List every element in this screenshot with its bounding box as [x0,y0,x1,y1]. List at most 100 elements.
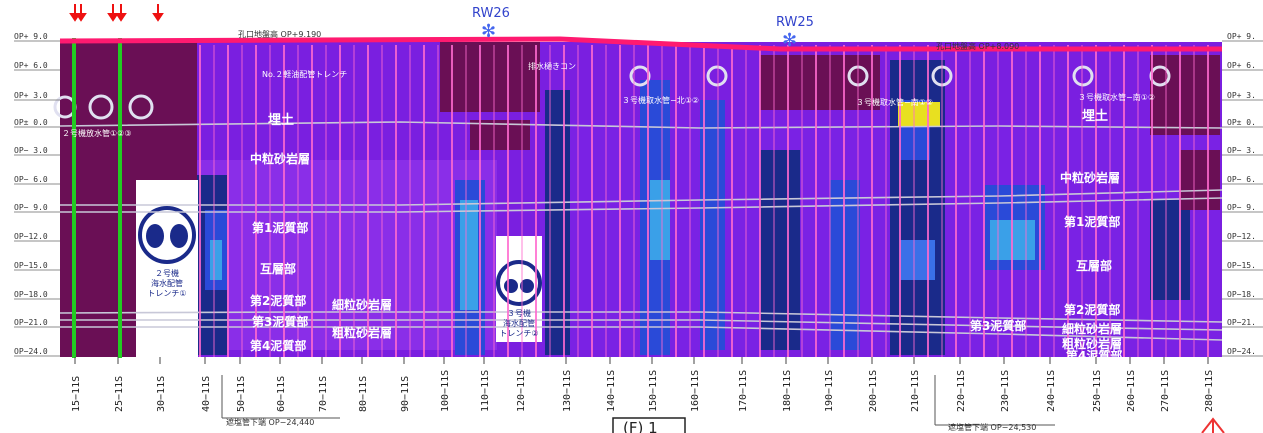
station-label: 110−11S [480,370,491,412]
elevation-label: OP−21.0 [14,318,48,327]
snowflake-icon: ✻ [481,21,496,42]
elevation-label-right: OP−24. [1227,347,1256,356]
well-rw25: RW25 ✻ [776,15,814,51]
elevation-label-right: OP−15. [1227,261,1256,270]
station-label: 180−11S [782,370,793,412]
red-arrows [69,4,164,22]
label-mud1-right: 第1泥質部 [1064,214,1120,229]
label-alternating-right: 互層部 [1076,258,1112,273]
svg-text:トレンチ①: トレンチ① [147,289,186,298]
yellow-anomaly [898,102,940,126]
bottom-note-left: 遮塩管下端 OP−24,440 [226,417,314,427]
label-fill: 埋土 [268,112,294,128]
section-body [53,38,1223,358]
rw25-label: RW25 [776,15,814,30]
label-intake-south: ３号機取水管−南①② [1078,92,1155,102]
label-fine-sandstone-right: 細粒砂岩層 [1062,321,1122,336]
snowflake-icon: ✻ [782,30,797,51]
elevation-label-right: OP− 9. [1227,203,1256,212]
well-rw26: RW26 ✻ [472,6,510,42]
green-line-1 [72,38,76,358]
elevation-label: OP−15.0 [14,261,48,270]
station-label: 150−11S [648,370,659,412]
label-coarse-sandstone: 粗粒砂岩層 [332,325,392,340]
svg-text:トレンチ②: トレンチ② [499,329,538,338]
station-label: 120−11S [516,370,527,412]
label-no2-trench: No.２軽油配管トレンチ [262,69,347,79]
bottom-note-right: 遮塩管下端 OP−24,530 [948,422,1036,432]
station-label: 230−11S [1000,370,1011,412]
station-label: 80−11S [358,376,369,412]
label-mid-sandstone: 中粒砂岩層 [250,151,310,166]
label-mud2: 第2泥質部 [250,293,306,308]
label-intake-north: ３号機取水管−北①② [622,95,699,105]
station-label: 200−11S [868,370,879,412]
trench-2-icon [138,206,196,264]
label-mud4: 第4泥質部 [250,338,306,353]
elevation-label: OP− 3.0 [14,146,48,155]
svg-text:海水配管: 海水配管 [151,278,183,288]
violet-zone [197,160,497,350]
label-mud4-right: 第4泥質部 [1066,348,1122,363]
svg-text:３号機: ３号機 [507,308,531,318]
svg-text:２号機: ２号機 [155,268,179,278]
station-label: 250−11S [1092,370,1103,412]
figure-label: (F) 1 [623,419,658,433]
station-label: 100−11S [440,370,451,412]
station-label: 260−11S [1126,370,1137,412]
station-label: 130−11S [562,370,573,412]
svg-text:海水配管: 海水配管 [503,318,535,328]
elevation-label: OP± 0.0 [14,118,48,127]
ground-note-right: 孔口地盤高 OP+8.090 [936,41,1019,51]
station-label: 90−11S [400,376,411,412]
elevation-label: OP− 6.0 [14,175,48,184]
station-label: 160−11S [690,370,701,412]
station-label: 140−11S [606,370,617,412]
label-fill-right: 埋土 [1082,108,1108,124]
station-axis: 15−11S 25−11S 30−11S 40−11S 50−11S 60−11S 70−1… [71,357,1215,412]
elevation-label: OP+ 6.0 [14,61,48,70]
elevation-label-right: OP+ 9. [1227,32,1256,41]
label-intake-mid: ３号機取水管−南①② [856,97,933,107]
label-drain-culvert: 排水樋きコン [528,61,576,71]
elevation-label: OP+ 9.0 [14,32,48,41]
station-label: 50−11S [236,376,247,412]
label-mud3: 第3泥質部 [252,314,308,329]
station-label: 240−11S [1046,370,1057,412]
ground-surface-line [59,36,1222,52]
label-discharge-pipe: ２号機放水管①②③ [62,128,132,138]
station-label: 190−11S [824,370,835,412]
label-coarse-sandstone-right: 粗粒砂岩層 [1062,336,1122,351]
station-label: 170−11S [738,370,749,412]
label-mud2-right: 第2泥質部 [1064,302,1120,317]
trench-3-caption: ３号機 海水配管 トレンチ② [499,308,538,338]
elevation-axis-right: OP+ 9. OP+ 6. OP+ 3. OP± 0. OP− 3. OP− 6. OP− … [1222,32,1263,357]
elevation-label-right: OP+ 6. [1227,61,1256,70]
station-label: 70−11S [318,376,329,412]
elevation-label-right: OP−18. [1227,290,1256,299]
station-label: 280−11S [1204,370,1215,412]
station-label: 15−11S [71,376,82,412]
label-mud1: 第1泥質部 [252,220,308,235]
label-mud3-right: 第3泥質部 [970,318,1026,333]
elevation-label: OP− 9.0 [14,203,48,212]
station-label: 60−11S [276,376,287,412]
elevation-label-right: OP− 6. [1227,175,1256,184]
label-fine-sandstone: 細粒砂岩層 [332,297,392,312]
bottom-notes: 遮塩管下端 OP−24,440 遮塩管下端 OP−24,530 [221,375,1055,432]
elevation-label: OP−12.0 [14,232,48,241]
green-line-2 [118,38,122,358]
elevation-axis-left: OP+ 9.0 OP+ 6.0 OP+ 3.0 OP± 0.0 OP− 3.0 OP− 6… [14,32,60,357]
boundary-lines [59,121,1223,341]
figure-label-box [612,417,686,433]
station-label: 210−11S [910,370,921,412]
ground-note-left: 孔口地盤高 OP+9.190 [238,29,321,39]
rw26-label: RW26 [472,6,510,21]
elevation-label-right: OP− 3. [1227,146,1256,155]
borehole-lines [199,45,1209,357]
elevation-label-right: OP−12. [1227,232,1256,241]
station-label: 30−11S [156,376,167,412]
station-label: 270−11S [1160,370,1171,412]
trench-2-caption: ２号機 海水配管 トレンチ① [147,268,186,298]
